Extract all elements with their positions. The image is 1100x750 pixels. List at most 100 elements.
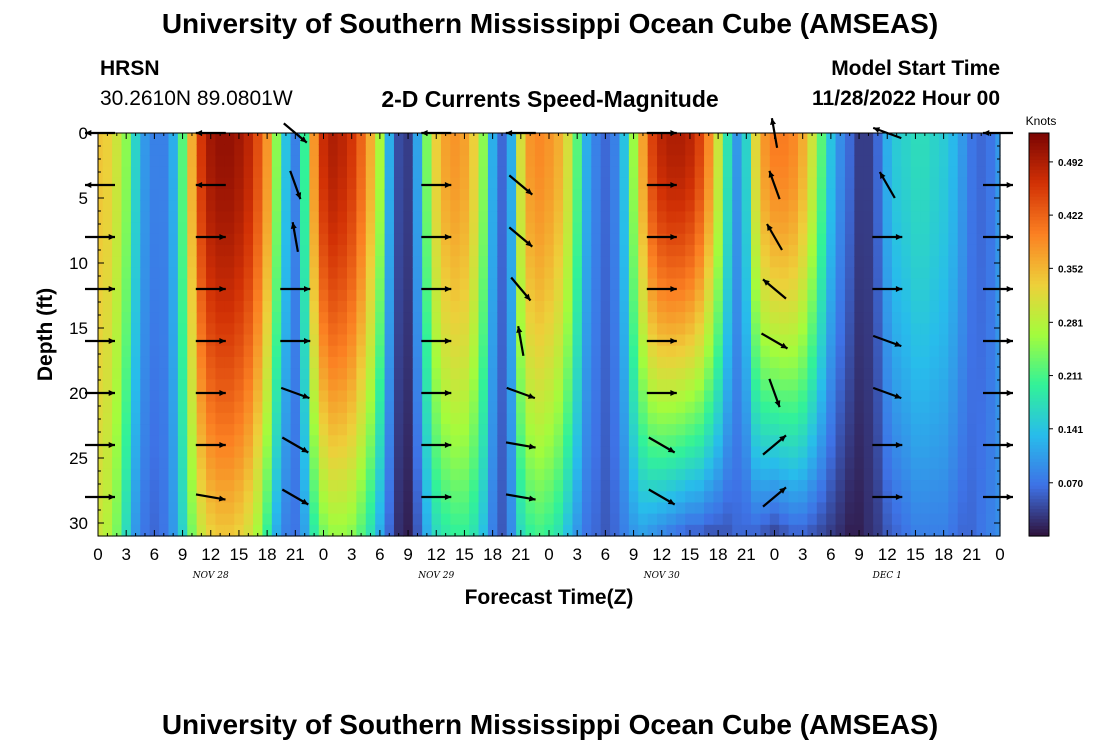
heat-cell	[130, 513, 141, 526]
heat-cell	[112, 334, 123, 347]
heat-cell	[873, 222, 884, 235]
heat-cell	[816, 345, 827, 358]
heat-cell	[290, 300, 301, 313]
heat-cell	[854, 300, 865, 313]
heat-cell	[788, 379, 799, 392]
colorbar-segment	[1029, 297, 1049, 302]
heat-cell	[694, 368, 705, 380]
heat-cell	[882, 513, 893, 526]
heat-cell	[638, 256, 649, 268]
heat-cell	[891, 166, 902, 179]
heat-cell	[675, 300, 686, 313]
heat-cell	[215, 412, 226, 425]
heat-cell	[600, 356, 611, 369]
heat-cell	[300, 412, 311, 425]
heat-cell	[318, 502, 329, 515]
heat-cell	[572, 379, 583, 392]
heat-cell	[891, 177, 902, 190]
heat-cell	[929, 244, 940, 257]
heat-cell	[638, 401, 649, 414]
heat-cell	[121, 200, 132, 212]
heat-cell	[957, 401, 968, 414]
heat-cell	[882, 412, 893, 425]
heat-cell	[713, 502, 724, 515]
colorbar-segment	[1029, 384, 1049, 389]
colorbar-segment	[1029, 186, 1049, 191]
heat-cell	[281, 446, 292, 459]
heat-cell	[328, 368, 339, 380]
heat-cell	[121, 289, 132, 302]
heat-cell	[807, 390, 818, 403]
heat-cell	[159, 278, 170, 291]
heat-cell	[497, 278, 508, 291]
heat-cell	[149, 480, 160, 492]
heat-cell	[112, 379, 123, 392]
heat-cell	[525, 133, 536, 145]
heat-cell	[516, 312, 527, 324]
heat-cell	[816, 155, 827, 168]
heat-cell	[553, 401, 564, 414]
heat-cell	[98, 446, 104, 459]
colorbar-segment	[1029, 525, 1049, 530]
heat-cell	[891, 356, 902, 369]
heat-cell	[469, 502, 480, 515]
heat-cell	[976, 412, 987, 425]
heat-cell	[187, 133, 198, 145]
heat-cell	[713, 233, 724, 246]
heat-cell	[694, 144, 705, 156]
heat-cell	[760, 222, 771, 235]
heat-cell	[375, 412, 386, 425]
heat-cell	[403, 446, 414, 459]
heat-cell	[450, 334, 461, 347]
heat-cell	[873, 188, 884, 201]
heat-cell	[544, 491, 555, 504]
heat-cell	[497, 513, 508, 526]
heat-cell	[948, 435, 959, 448]
heat-cell	[797, 278, 808, 291]
heat-cell	[751, 155, 762, 168]
heat-cell	[356, 200, 367, 212]
heat-cell	[976, 480, 987, 492]
heat-cell	[149, 345, 160, 358]
heat-cell	[450, 144, 461, 156]
heat-cell	[177, 211, 188, 224]
heat-cell	[478, 468, 489, 481]
heat-cell	[797, 401, 808, 414]
colorbar-segment	[1029, 505, 1049, 510]
heat-cell	[328, 300, 339, 313]
heat-cell	[506, 267, 517, 280]
heat-cell	[98, 155, 104, 168]
heat-cell	[337, 278, 348, 291]
heat-cell	[262, 144, 273, 156]
heat-cell	[732, 289, 743, 302]
heat-cell	[553, 188, 564, 201]
heat-cell	[196, 457, 207, 470]
heat-cell	[694, 200, 705, 212]
heat-cell	[149, 155, 160, 168]
heat-cell	[516, 144, 527, 156]
heat-cell	[807, 424, 818, 436]
heat-cell	[647, 177, 658, 190]
heat-cell	[610, 256, 621, 268]
heat-cell	[976, 435, 987, 448]
heat-cell	[440, 233, 451, 246]
heat-cell	[393, 390, 404, 403]
heat-cell	[713, 446, 724, 459]
y-axis-title: Depth (ft)	[34, 288, 57, 381]
heat-cell	[159, 323, 170, 336]
heat-cell	[318, 289, 329, 302]
heat-cell	[741, 480, 752, 492]
heat-cell	[478, 244, 489, 257]
heat-cell	[704, 491, 715, 504]
heat-cell	[732, 177, 743, 190]
heat-cell	[525, 368, 536, 380]
heat-cell	[112, 211, 123, 224]
heat-cell	[788, 457, 799, 470]
heat-cell	[159, 312, 170, 324]
heat-cell	[891, 289, 902, 302]
colorbar-segment	[1029, 425, 1049, 430]
heat-cell	[807, 211, 818, 224]
heat-cell	[478, 457, 489, 470]
heat-cell	[534, 133, 545, 145]
current-vector	[646, 338, 677, 344]
